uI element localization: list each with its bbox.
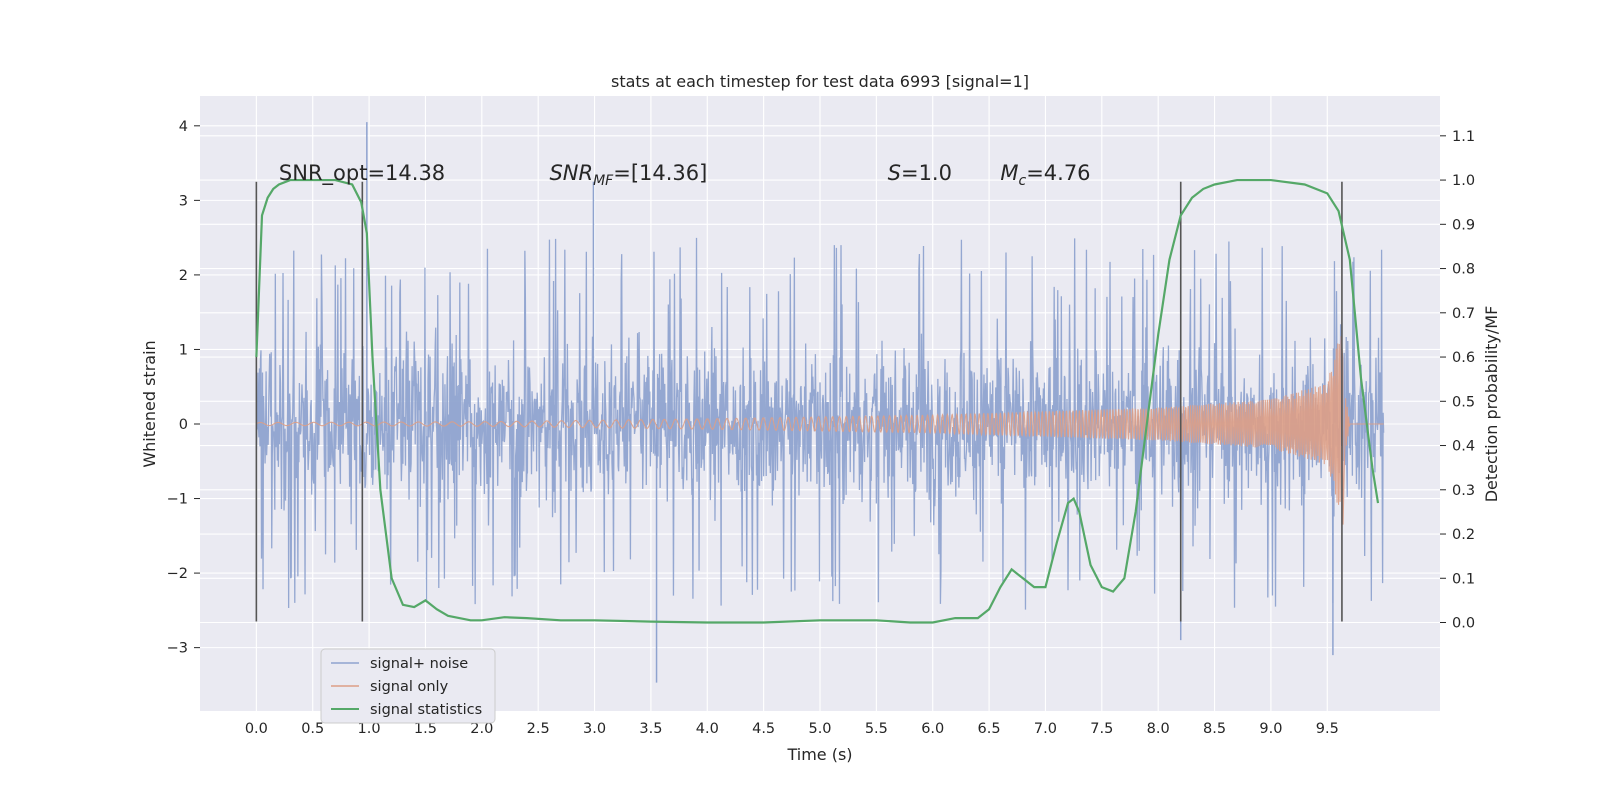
x-tick-label: 3.0 [583, 721, 606, 737]
x-tick-label: 4.0 [696, 721, 719, 737]
y-tick-label-right: 0.6 [1452, 350, 1475, 366]
y-axis-label-right: Detection probability/MF [1482, 306, 1501, 503]
chart-title: stats at each timestep for test data 699… [611, 72, 1029, 91]
annotation-1: SNRMF=[14.36] [549, 161, 707, 189]
x-tick-label: 7.5 [1090, 721, 1113, 737]
y-tick-label-left: −1 [167, 492, 188, 508]
x-tick-label: 1.0 [358, 721, 381, 737]
y-tick-label-right: 0.7 [1452, 306, 1475, 322]
y-tick-label-left: −3 [167, 641, 188, 657]
x-tick-label: 6.0 [921, 721, 944, 737]
y-tick-label-right: 1.0 [1452, 173, 1475, 189]
annotations: SNR_opt=14.38 SNRMF=[14.36] S=1.0 Mc=4.76 [279, 161, 1091, 189]
legend-box [320, 648, 496, 724]
y-tick-label-right: 0.9 [1452, 217, 1475, 233]
x-tick-label: 5.5 [865, 721, 888, 737]
x-tick-label: 1.5 [414, 721, 437, 737]
x-tick-label: 3.5 [639, 721, 662, 737]
x-tick-label: 8.5 [1203, 721, 1226, 737]
y-tick-label-right: 0.3 [1452, 483, 1475, 499]
y-tick-label-right: 0.1 [1452, 571, 1475, 587]
x-tick-label: 7.0 [1034, 721, 1057, 737]
y-tick-label-left: 1 [179, 342, 188, 358]
x-tick-label: 6.5 [978, 721, 1001, 737]
x-tick-label: 9.5 [1316, 721, 1339, 737]
y-tick-label-right: 0.5 [1452, 394, 1475, 410]
legend-label-statistics: signal statistics [370, 702, 482, 718]
x-tick-label: 2.5 [527, 721, 550, 737]
annotation-0: SNR_opt=14.38 [279, 161, 445, 186]
x-tick-label: 8.0 [1147, 721, 1170, 737]
annotation-3: Mc=4.76 [1000, 161, 1090, 189]
y-tick-label-right: 0.4 [1452, 439, 1475, 455]
y-tick-label-right: 0.0 [1452, 616, 1475, 632]
y-tick-label-left: 3 [179, 193, 188, 209]
signal-statistics-series [255, 178, 1380, 624]
signal-only-series [256, 336, 1384, 525]
tick-labels: 0.0 0.5 1.0 1.5 2.0 2.5 3.0 3.5 4.0 4.5 5.0 5.5 6.0 6… [167, 119, 1475, 737]
y-tick-label-left: 0 [179, 417, 188, 433]
y-tick-label-right: 0.2 [1452, 527, 1475, 543]
x-tick-label: 2.0 [470, 721, 493, 737]
x-axis-label: Time (s) [786, 745, 852, 764]
x-tick-label: 4.5 [752, 721, 775, 737]
y-tick-label-left: −2 [167, 566, 188, 582]
y-tick-label-right: 0.8 [1452, 262, 1475, 278]
y-tick-label-left: 4 [179, 119, 188, 135]
x-tick-label: 5.0 [808, 721, 831, 737]
x-tick-label: 9.0 [1259, 721, 1282, 737]
legend-label-noise: signal+ noise [370, 656, 468, 672]
vertical-markers [255, 181, 1343, 622]
y-tick-label-right: 1.1 [1452, 129, 1475, 145]
y-tick-label-left: 2 [179, 268, 188, 284]
x-tick-label: 0.0 [245, 721, 268, 737]
signal-statistics-trace [255, 178, 1380, 624]
y-axis-label-left: Whitened strain [140, 340, 159, 467]
signal-only-trace [256, 336, 1384, 525]
legend-label-signal: signal only [370, 679, 449, 695]
x-tick-label: 0.5 [301, 721, 324, 737]
annotation-2: S=1.0 [888, 161, 952, 185]
legend: signal+ noise signal only signal statist… [320, 648, 496, 724]
